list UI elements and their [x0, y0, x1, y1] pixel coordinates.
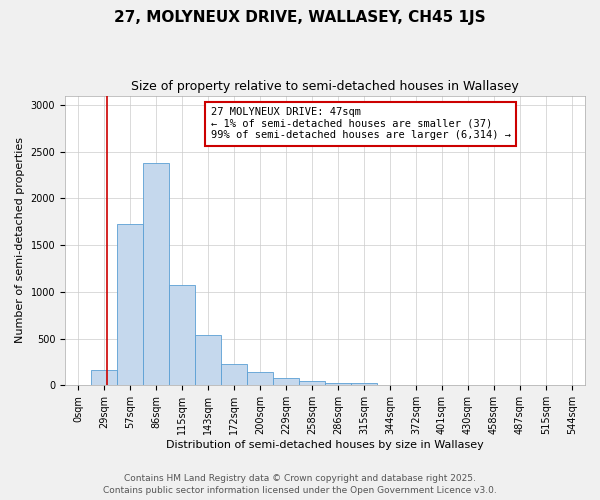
Title: Size of property relative to semi-detached houses in Wallasey: Size of property relative to semi-detach… [131, 80, 519, 93]
Bar [143, 163, 169, 386]
Text: 27 MOLYNEUX DRIVE: 47sqm
← 1% of semi-detached houses are smaller (37)
99% of se: 27 MOLYNEUX DRIVE: 47sqm ← 1% of semi-de… [211, 107, 511, 140]
Bar [117, 224, 143, 386]
Bar [247, 372, 273, 386]
Bar [91, 370, 117, 386]
Bar [169, 286, 195, 386]
Bar [273, 378, 299, 386]
X-axis label: Distribution of semi-detached houses by size in Wallasey: Distribution of semi-detached houses by … [166, 440, 484, 450]
Y-axis label: Number of semi-detached properties: Number of semi-detached properties [15, 138, 25, 344]
Bar [325, 382, 351, 386]
Text: Contains HM Land Registry data © Crown copyright and database right 2025.
Contai: Contains HM Land Registry data © Crown c… [103, 474, 497, 495]
Bar [221, 364, 247, 386]
Bar [195, 335, 221, 386]
Bar [351, 384, 377, 386]
Text: 27, MOLYNEUX DRIVE, WALLASEY, CH45 1JS: 27, MOLYNEUX DRIVE, WALLASEY, CH45 1JS [114, 10, 486, 25]
Bar [299, 380, 325, 386]
